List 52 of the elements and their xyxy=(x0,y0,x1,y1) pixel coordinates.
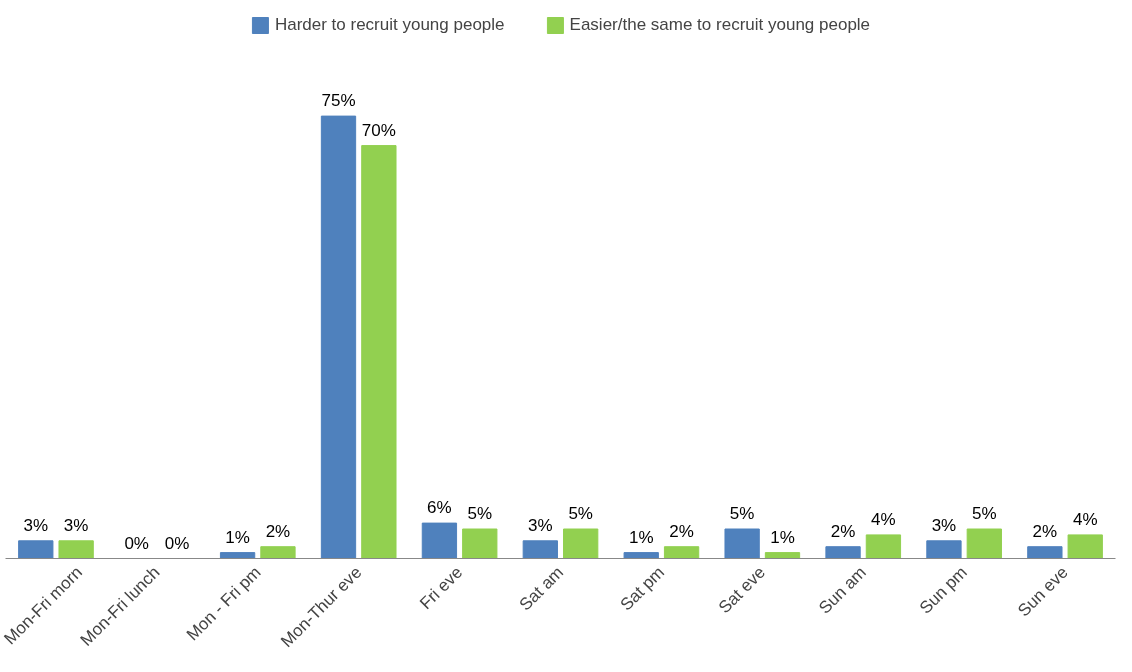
data-label: 3% xyxy=(528,515,553,535)
data-label: 75% xyxy=(321,91,356,111)
bar xyxy=(219,552,256,559)
data-label: 1% xyxy=(225,527,250,547)
data-label: 1% xyxy=(770,527,795,547)
data-label: 4% xyxy=(871,509,896,529)
data-label: 3% xyxy=(931,515,957,535)
bar xyxy=(623,552,659,559)
data-label: 3% xyxy=(63,515,89,535)
bar xyxy=(1027,546,1063,559)
data-label: 0% xyxy=(164,533,190,553)
x-tick-label: Sat pm xyxy=(616,562,669,615)
legend-label: Easier/the same to recruit young people xyxy=(569,15,871,35)
bar xyxy=(663,546,700,559)
bar xyxy=(825,546,861,559)
data-label: 2% xyxy=(265,521,291,541)
x-tick-label: Fri eve xyxy=(416,562,467,613)
legend-label: Harder to recruit young people xyxy=(274,15,505,35)
bar xyxy=(320,115,357,559)
x-tick-label: Sun pm xyxy=(915,562,971,618)
data-label: 5% xyxy=(972,504,997,524)
bar xyxy=(1067,534,1103,559)
data-label: 2% xyxy=(830,521,856,541)
data-label: 2% xyxy=(1032,521,1058,541)
bar xyxy=(361,145,397,559)
x-tick-label: Mon - Fri pm xyxy=(182,562,265,645)
bar xyxy=(58,540,94,559)
data-label: 2% xyxy=(669,521,694,541)
bar xyxy=(421,522,458,559)
data-label: 5% xyxy=(729,504,755,524)
data-label: 5% xyxy=(467,504,493,524)
bar xyxy=(966,528,1002,559)
bar xyxy=(865,534,902,559)
x-tick-label: Sat eve xyxy=(714,562,770,617)
bar xyxy=(462,528,498,559)
data-label: 5% xyxy=(568,504,593,524)
bar xyxy=(764,552,801,559)
bar xyxy=(926,540,962,559)
bar xyxy=(724,528,760,559)
data-label: 3% xyxy=(23,515,49,535)
bar xyxy=(260,546,296,559)
x-tick-label: Sun am xyxy=(815,562,870,618)
x-tick-label: Sun eve xyxy=(1014,562,1072,621)
bar xyxy=(18,540,54,559)
data-label: 4% xyxy=(1072,509,1098,529)
bar xyxy=(522,540,558,559)
bar xyxy=(563,528,599,559)
x-tick-label: Sat am xyxy=(515,562,568,615)
data-label: 6% xyxy=(427,498,452,518)
data-label: 0% xyxy=(124,533,149,553)
data-label: 70% xyxy=(361,120,396,140)
data-label: 1% xyxy=(628,527,654,547)
